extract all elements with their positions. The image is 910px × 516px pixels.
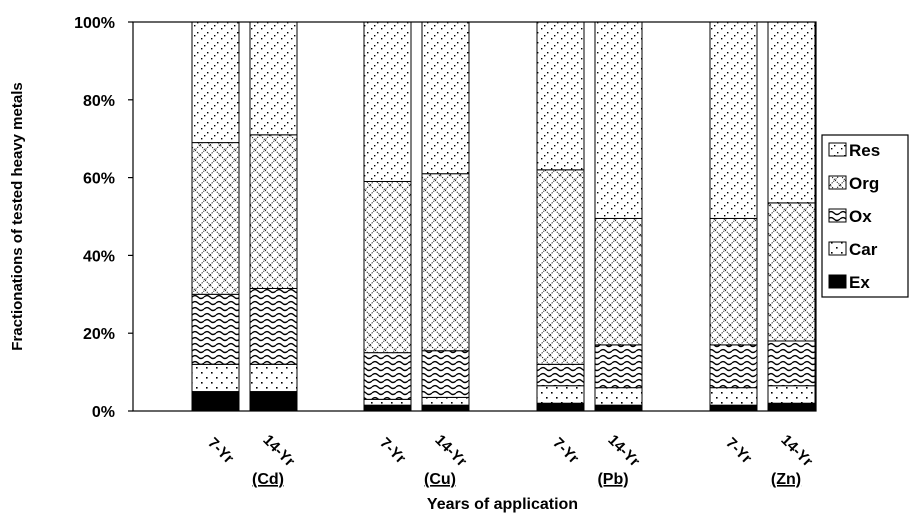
y-tick-label: 80% bbox=[83, 93, 115, 110]
x-tick-label: 7-Yr bbox=[722, 434, 755, 467]
legend-swatch-ox bbox=[828, 208, 847, 223]
bar-segment-ox-1 bbox=[191, 293, 240, 365]
bar-segment-org-7 bbox=[709, 217, 758, 346]
bar-segment-car-6 bbox=[594, 387, 643, 406]
x-tick-label: 7-Yr bbox=[549, 434, 582, 467]
bar-segment-ex-1 bbox=[191, 391, 240, 412]
bar-segment-ex-7 bbox=[709, 404, 758, 412]
y-axis-label: Fractionations of tested heavy metals bbox=[9, 82, 26, 350]
bar-segment-ex-6 bbox=[594, 404, 643, 412]
group-label: (Cd) bbox=[252, 471, 284, 488]
bar-segment-res-6 bbox=[594, 21, 643, 219]
bar-segment-ex-2 bbox=[249, 391, 298, 412]
bar-segment-ex-8 bbox=[767, 402, 816, 412]
bar-segment-car-2 bbox=[249, 363, 298, 393]
x-tick-label: 14-Yr bbox=[777, 432, 816, 471]
x-tick-label: 7-Yr bbox=[204, 434, 237, 467]
x-tick-label: 14-Yr bbox=[259, 432, 298, 471]
legend-label-ex: Ex bbox=[849, 273, 870, 292]
bar-segment-ox-3 bbox=[363, 352, 412, 400]
legend-label-car: Car bbox=[849, 240, 878, 259]
y-tick-label: 60% bbox=[83, 171, 115, 188]
bar-segment-car-4 bbox=[421, 396, 470, 406]
y-tick-label: 40% bbox=[83, 248, 115, 265]
axes-layer: 0% 20% 40% 60% 80% 100% Fractionations of test… bbox=[9, 15, 817, 513]
legend: Res Org Ox Car Ex bbox=[821, 134, 909, 298]
x-tick-label: 7-Yr bbox=[376, 434, 409, 467]
legend-swatch-res bbox=[828, 142, 847, 157]
bar-segment-car-1 bbox=[191, 363, 240, 393]
bar-segment-org-6 bbox=[594, 217, 643, 346]
bar-segment-ex-3 bbox=[363, 404, 412, 412]
bar-segment-car-8 bbox=[767, 385, 816, 404]
bar-segment-org-8 bbox=[767, 202, 816, 342]
legend-label-org: Org bbox=[849, 174, 879, 193]
bar-segment-org-4 bbox=[421, 173, 470, 352]
y-tick-label: 20% bbox=[83, 326, 115, 343]
bars-layer bbox=[191, 21, 816, 412]
x-axis-label: Years of application bbox=[427, 496, 578, 513]
group-label: (Cu) bbox=[424, 471, 456, 488]
bar-segment-res-1 bbox=[191, 21, 240, 144]
bar-segment-res-5 bbox=[536, 21, 585, 171]
bar-segment-ex-4 bbox=[421, 404, 470, 412]
bar-segment-res-4 bbox=[421, 21, 470, 175]
group-label: (Pb) bbox=[597, 471, 628, 488]
bar-segment-res-7 bbox=[709, 21, 758, 219]
bar-segment-car-5 bbox=[536, 385, 585, 404]
legend-swatch-car bbox=[828, 241, 847, 256]
bar-segment-res-8 bbox=[767, 21, 816, 204]
legend-swatch-org bbox=[828, 175, 847, 190]
bar-segment-org-3 bbox=[363, 180, 412, 354]
bar-segment-org-1 bbox=[191, 142, 240, 295]
bar-segment-ox-7 bbox=[709, 344, 758, 389]
y-tick-label: 100% bbox=[74, 15, 115, 32]
plot-frame bbox=[132, 21, 817, 412]
bar-segment-car-7 bbox=[709, 387, 758, 406]
y-tick-label: 0% bbox=[92, 404, 115, 421]
bar-segment-ox-5 bbox=[536, 363, 585, 387]
x-tick-label: 14-Yr bbox=[604, 432, 643, 471]
bar-segment-org-2 bbox=[249, 134, 298, 289]
bar-segment-res-3 bbox=[363, 21, 412, 182]
bar-segment-ox-8 bbox=[767, 340, 816, 387]
group-label: (Zn) bbox=[771, 471, 801, 488]
bar-segment-ox-4 bbox=[421, 350, 470, 398]
bar-segment-car-3 bbox=[363, 398, 412, 406]
x-tick-label: 14-Yr bbox=[431, 432, 470, 471]
bar-segment-ex-5 bbox=[536, 402, 585, 412]
bar-segment-org-5 bbox=[536, 169, 585, 365]
legend-label-ox: Ox bbox=[849, 207, 872, 226]
legend-swatch-ex bbox=[828, 274, 847, 289]
bar-segment-ox-2 bbox=[249, 287, 298, 365]
bar-segment-ox-6 bbox=[594, 344, 643, 389]
legend-label-res: Res bbox=[849, 141, 880, 160]
bar-segment-res-2 bbox=[249, 21, 298, 136]
